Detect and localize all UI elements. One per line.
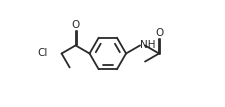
Text: O: O bbox=[155, 28, 164, 38]
Text: Cl: Cl bbox=[37, 48, 48, 59]
Text: NH: NH bbox=[140, 40, 156, 50]
Text: O: O bbox=[72, 20, 80, 30]
